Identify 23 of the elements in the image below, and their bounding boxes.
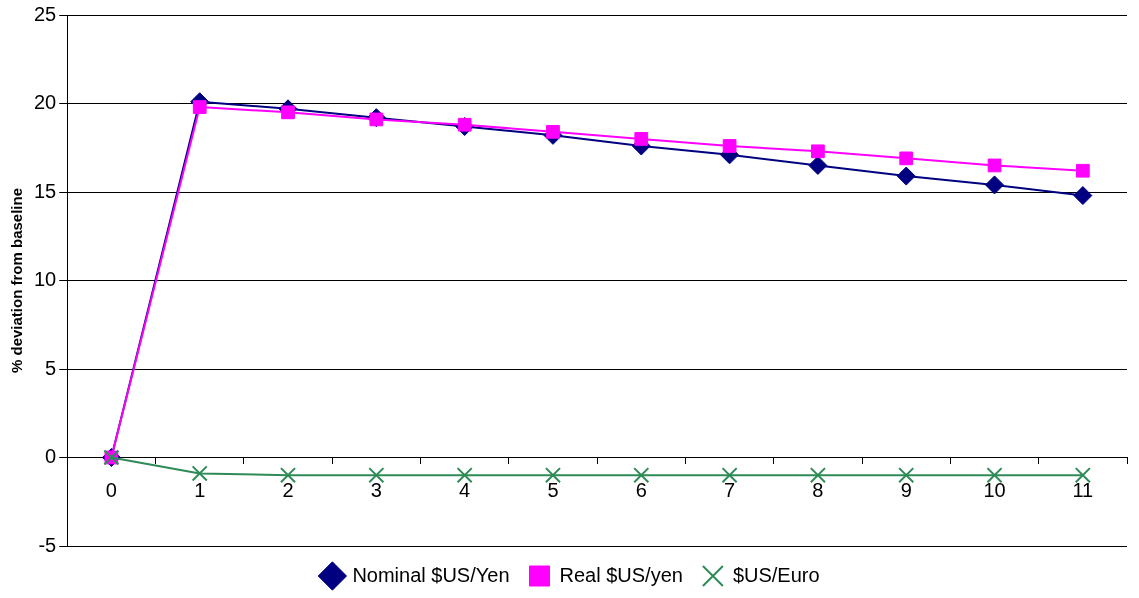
x-tick-label: 7 (724, 479, 736, 502)
y-axis-title: % deviation from baseline (8, 187, 26, 374)
legend-label: $US/Euro (732, 563, 820, 586)
x-tick-label: 2 (282, 479, 294, 502)
x-tick-label: 11 (1072, 479, 1094, 502)
y-tick-label: 25 (34, 2, 57, 25)
x-tick-label: 10 (983, 479, 1006, 502)
x-tick-label: 1 (194, 479, 206, 502)
legend-label: Real $US/yen (559, 563, 683, 586)
x-tick-label: 8 (812, 479, 824, 502)
x-tick-label: 3 (370, 479, 382, 502)
legend-label: Nominal $US/Yen (352, 563, 510, 586)
y-tick-label: 10 (34, 268, 57, 291)
y-tick-label: -5 (38, 533, 57, 556)
x-tick-label: 0 (105, 479, 117, 502)
y-tick-label: 15 (34, 179, 57, 202)
x-tick-label: 5 (547, 479, 559, 502)
y-tick-label: 0 (45, 445, 57, 468)
x-tick-label: 4 (459, 479, 471, 502)
y-tick-label: 20 (34, 91, 57, 114)
x-tick-label: 9 (900, 479, 912, 502)
x-tick-label: 6 (635, 479, 647, 502)
y-tick-label: 5 (45, 356, 57, 379)
